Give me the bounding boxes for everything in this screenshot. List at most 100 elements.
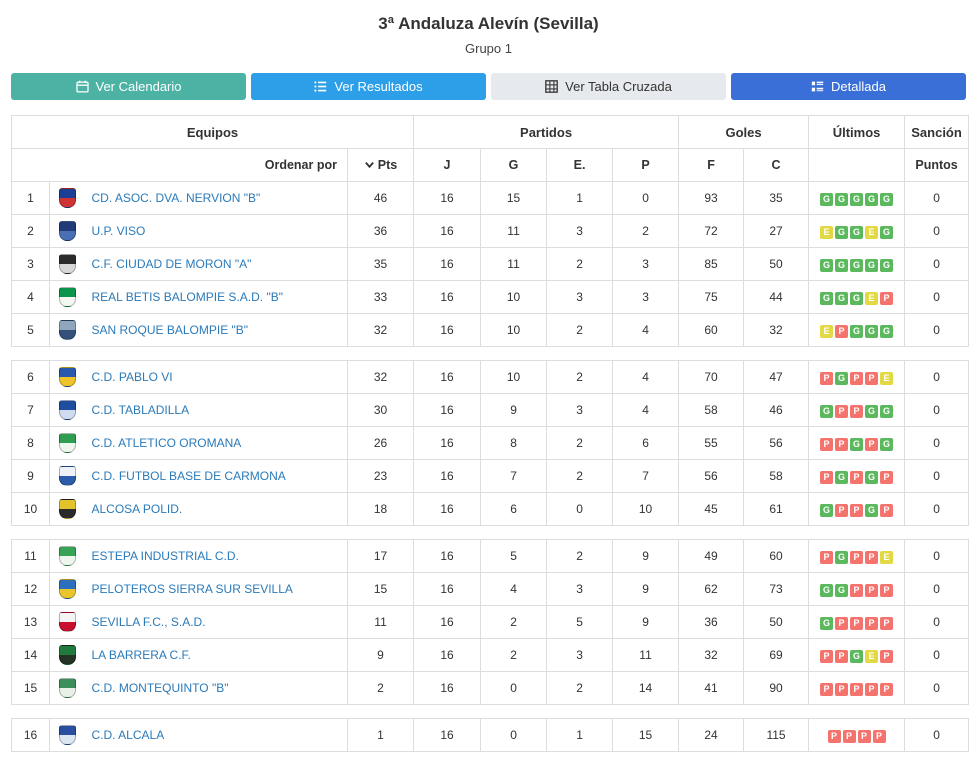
team-crest-cell <box>49 247 86 281</box>
team-link[interactable]: U.P. VISO <box>91 224 146 238</box>
result-badge-p: P <box>835 616 849 630</box>
won-cell: 7 <box>480 459 548 493</box>
sanction-cell: 0 <box>904 426 970 460</box>
team-name-cell: U.P. VISO <box>85 214 348 248</box>
result-badge-g: G <box>835 550 849 564</box>
rank-cell: 16 <box>11 718 50 752</box>
goals-for-cell: 75 <box>678 280 745 314</box>
won-cell: 5 <box>480 539 548 573</box>
pts-cell: 46 <box>346 181 415 215</box>
result-badge-p: P <box>850 682 864 696</box>
col-header-pts[interactable]: Pts <box>346 148 415 182</box>
col-header-goals-against[interactable]: C <box>743 148 810 182</box>
sanction-cell: 0 <box>904 459 970 493</box>
team-link[interactable]: SAN ROQUE BALOMPIE "B" <box>91 323 249 337</box>
club-crest-icon <box>59 725 77 745</box>
team-crest-cell <box>49 360 86 394</box>
drawn-cell: 2 <box>546 313 614 347</box>
result-badge-p: P <box>820 550 834 564</box>
team-row: 14 LA BARRERA C.F. 9 16 2 3 11 32 69 P P G E P 0 <box>11 638 970 672</box>
sanction-cell: 0 <box>904 718 970 752</box>
tab-ver-calendario[interactable]: Ver Calendario <box>11 73 246 100</box>
team-row: 15 C.D. MONTEQUINTO "B" 2 16 0 2 14 41 90 P P P P P 0 <box>11 671 970 705</box>
team-crest-cell <box>49 181 86 215</box>
result-badge-g: G <box>835 192 849 206</box>
played-cell: 16 <box>413 539 482 573</box>
team-name-cell: C.D. ALCALA <box>85 718 348 752</box>
goals-against-cell: 69 <box>743 638 810 672</box>
team-link[interactable]: C.D. ATLETICO OROMANA <box>91 436 242 450</box>
team-name-cell: SAN ROQUE BALOMPIE "B" <box>85 313 348 347</box>
team-name-cell: CD. ASOC. DVA. NERVION "B" <box>85 181 348 215</box>
pts-cell: 2 <box>346 671 415 705</box>
rank-cell: 8 <box>11 426 50 460</box>
tab-ver-resultados[interactable]: Ver Resultados <box>251 73 486 100</box>
goals-against-cell: 58 <box>743 459 810 493</box>
col-header-played[interactable]: J <box>413 148 482 182</box>
col-header-lost[interactable]: P <box>612 148 680 182</box>
team-crest-cell <box>49 539 86 573</box>
result-badge-g: G <box>865 192 879 206</box>
drawn-cell: 2 <box>546 539 614 573</box>
team-link[interactable]: REAL BETIS BALOMPIE S.A.D. "B" <box>91 290 283 304</box>
rank-cell: 7 <box>11 393 50 427</box>
team-link[interactable]: LA BARRERA C.F. <box>91 648 191 662</box>
result-badge-g: G <box>865 503 879 517</box>
team-link[interactable]: ESTEPA INDUSTRIAL C.D. <box>91 549 239 563</box>
result-badge-g: G <box>820 258 834 272</box>
team-row: 4 REAL BETIS BALOMPIE S.A.D. "B" 33 16 10 3 3 7… <box>11 280 970 314</box>
col-header-sanction-points[interactable]: Puntos <box>904 148 970 182</box>
group-header-row: Equipos Partidos Goles Últimos Sanción <box>10 115 970 149</box>
drawn-cell: 1 <box>546 181 614 215</box>
goals-for-cell: 62 <box>678 572 745 606</box>
team-link[interactable]: C.D. FUTBOL BASE DE CARMONA <box>91 469 286 483</box>
drawn-cell: 3 <box>546 572 614 606</box>
rank-cell: 14 <box>11 638 50 672</box>
team-name-cell: C.D. TABLADILLA <box>85 393 348 427</box>
tab-label: Detallada <box>831 79 886 94</box>
team-link[interactable]: SEVILLA F.C., S.A.D. <box>91 615 206 629</box>
team-link[interactable]: PELOTEROS SIERRA SUR SEVILLA <box>91 582 293 596</box>
rank-cell: 11 <box>11 539 50 573</box>
team-link[interactable]: C.F. CIUDAD DE MORON "A" <box>91 257 252 271</box>
team-row: 9 C.D. FUTBOL BASE DE CARMONA 23 16 7 2 7 56 58 P… <box>11 459 970 493</box>
team-name-cell: PELOTEROS SIERRA SUR SEVILLA <box>85 572 348 606</box>
team-link[interactable]: C.D. TABLADILLA <box>91 403 190 417</box>
won-cell: 10 <box>480 280 548 314</box>
rank-cell: 13 <box>11 605 50 639</box>
result-badge-g: G <box>835 470 849 484</box>
drawn-cell: 2 <box>546 459 614 493</box>
tab-ver-tabla-cruzada[interactable]: Ver Tabla Cruzada <box>491 73 726 100</box>
team-link[interactable]: C.D. ALCALA <box>91 728 165 742</box>
team-link[interactable]: CD. ASOC. DVA. NERVION "B" <box>91 191 261 205</box>
played-cell: 16 <box>413 718 482 752</box>
played-cell: 16 <box>413 181 482 215</box>
won-cell: 10 <box>480 313 548 347</box>
result-badge-p: P <box>880 583 894 597</box>
sanction-cell: 0 <box>904 280 970 314</box>
result-badge-g: G <box>880 437 894 451</box>
col-group-equipos: Equipos <box>10 115 415 149</box>
team-crest-cell <box>49 638 86 672</box>
club-crest-icon <box>59 287 77 307</box>
pts-cell: 15 <box>346 572 415 606</box>
col-header-goals-for[interactable]: F <box>678 148 745 182</box>
team-link[interactable]: C.D. MONTEQUINTO "B" <box>91 681 229 695</box>
drawn-cell: 2 <box>546 426 614 460</box>
col-header-drawn[interactable]: E. <box>546 148 614 182</box>
result-badge-p: P <box>835 649 849 663</box>
col-header-won[interactable]: G <box>480 148 548 182</box>
sanction-cell: 0 <box>904 605 970 639</box>
pts-cell: 32 <box>346 360 415 394</box>
team-link[interactable]: ALCOSA POLID. <box>91 502 183 516</box>
lost-cell: 9 <box>612 572 680 606</box>
tab-detallada[interactable]: Detallada <box>731 73 966 100</box>
team-link[interactable]: C.D. PABLO VI <box>91 370 173 384</box>
result-badge-e: E <box>865 225 879 239</box>
won-cell: 0 <box>480 671 548 705</box>
sort-by-label: Ordenar por <box>11 148 348 182</box>
pts-cell: 18 <box>346 492 415 526</box>
played-cell: 16 <box>413 671 482 705</box>
